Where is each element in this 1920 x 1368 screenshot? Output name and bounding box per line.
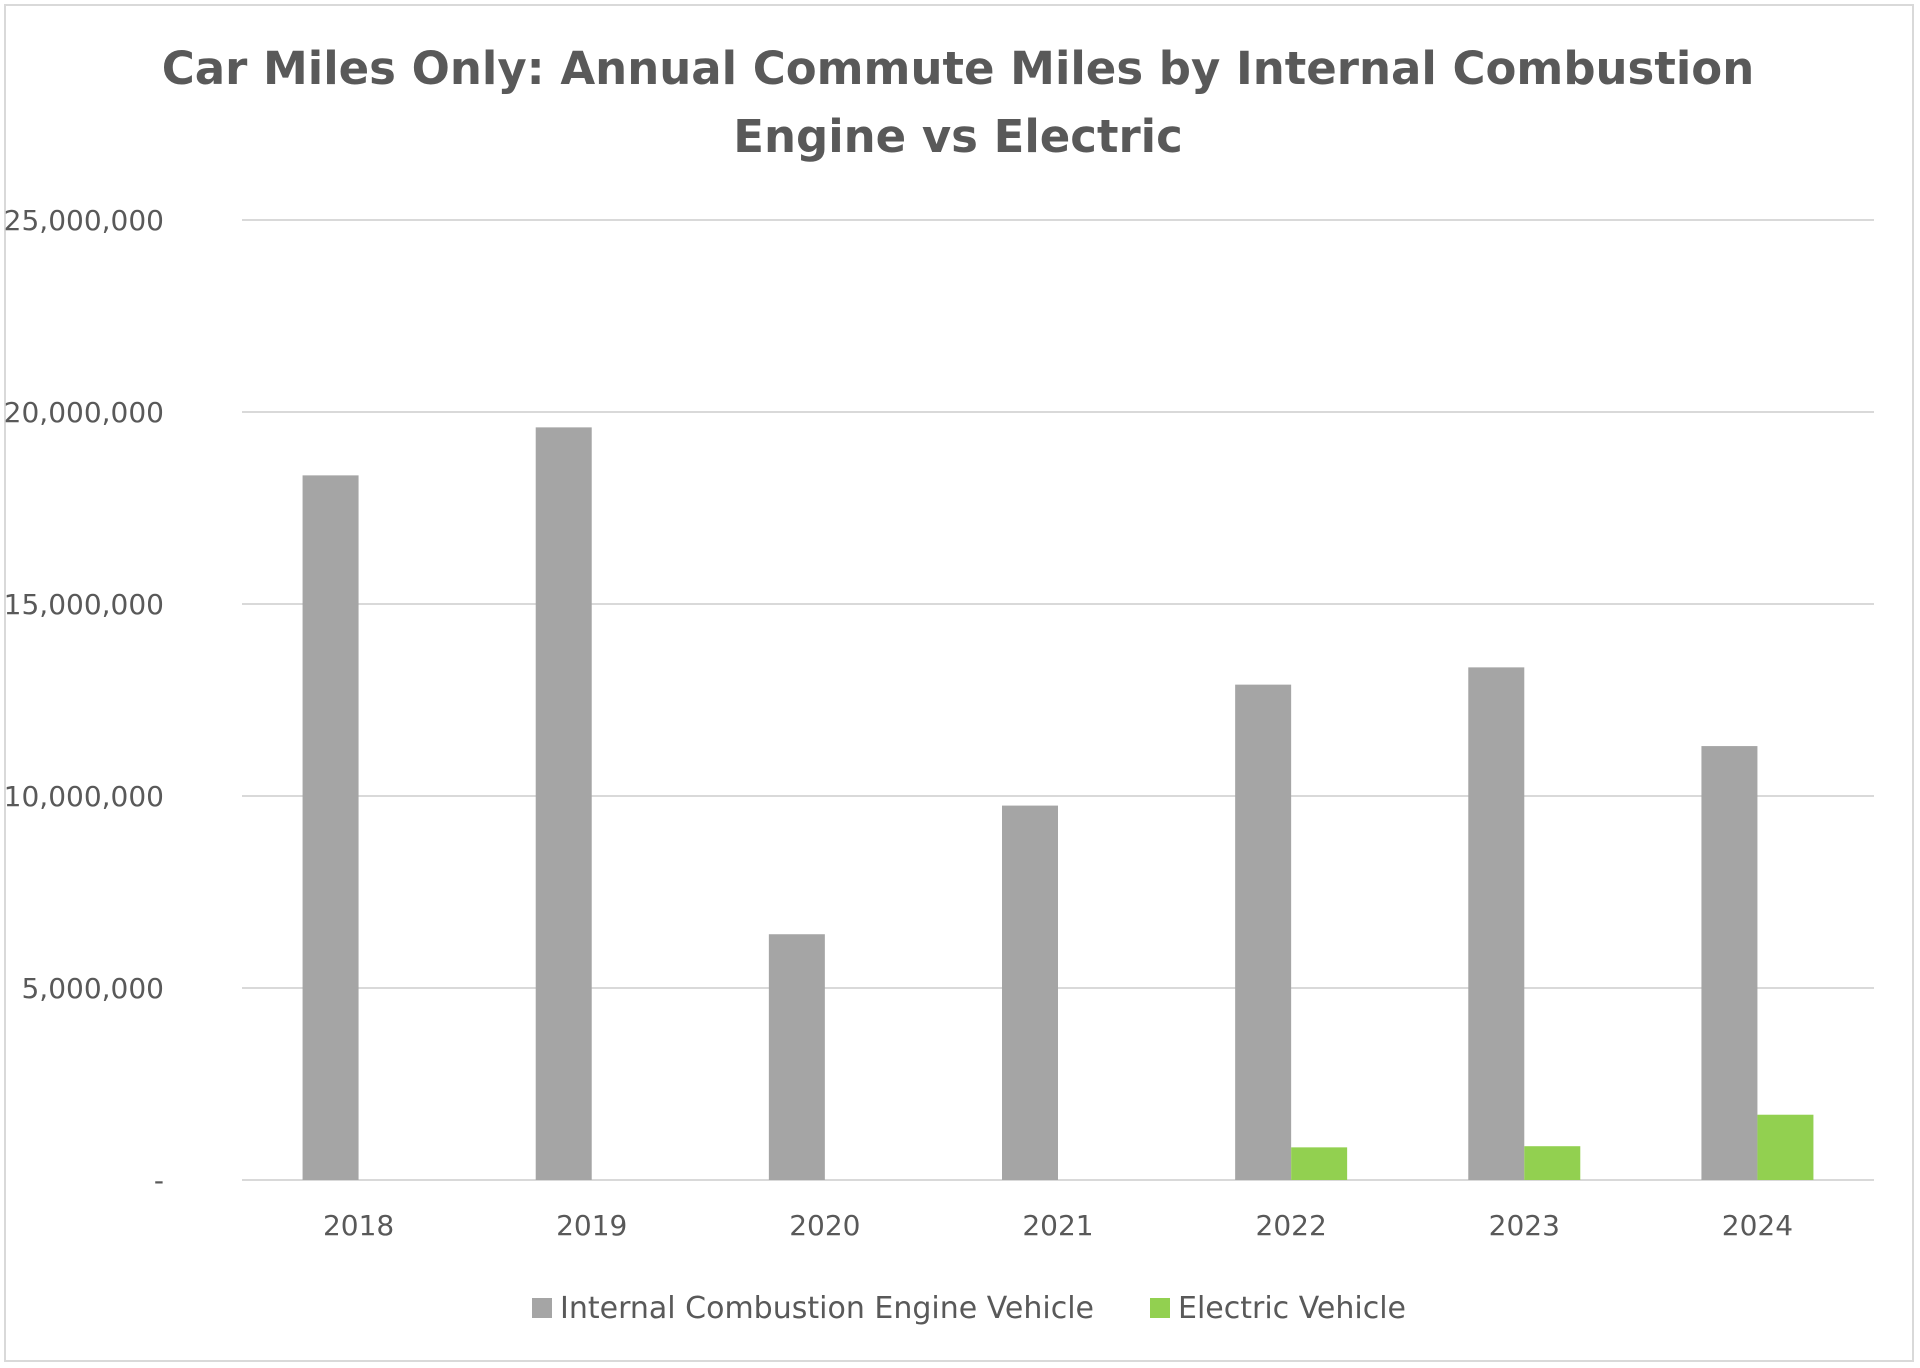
x-tick-label-2024: 2024 — [1722, 1209, 1793, 1242]
x-tick-label-2018: 2018 — [323, 1209, 394, 1242]
bar-ice-2021 — [1002, 805, 1058, 1180]
bar-ice-2020 — [768, 934, 825, 1180]
bar-ice-2022 — [1235, 684, 1292, 1180]
x-tick-label-2021: 2021 — [1022, 1209, 1093, 1242]
legend: Internal Combustion Engine Vehicle Electr… — [532, 1291, 1406, 1326]
gridlines — [242, 219, 1874, 1181]
x-tick-label-2020: 2020 — [789, 1209, 860, 1242]
legend-swatch-0 — [532, 1298, 552, 1318]
legend-label-0: Internal Combustion Engine Vehicle — [560, 1291, 1094, 1326]
bar-ev-2024 — [1757, 1114, 1814, 1180]
legend-label-1: Electric Vehicle — [1178, 1291, 1406, 1326]
x-tick-label-2022: 2022 — [1256, 1209, 1327, 1242]
legend-swatch-1 — [1150, 1298, 1170, 1318]
bar-ice-2018 — [302, 475, 359, 1180]
chart-title-line-1: Car Miles Only: Annual Commute Miles by … — [162, 42, 1754, 95]
bar-ice-2024 — [1701, 746, 1758, 1180]
y-tick-label-3: 15,000,000 — [4, 588, 164, 621]
x-axis-tick-labels: 2018 2019 2020 2021 2022 2023 2024 — [323, 1209, 1793, 1242]
chart-title-line-2: Engine vs Electric — [733, 110, 1183, 163]
y-tick-label-2: 10,000,000 — [4, 780, 164, 813]
x-tick-label-2023: 2023 — [1489, 1209, 1560, 1242]
bar-ice-2019 — [535, 427, 592, 1180]
y-tick-label-1: 5,000,000 — [21, 972, 164, 1005]
x-tick-label-2019: 2019 — [556, 1209, 627, 1242]
y-tick-label-5: 25,000,000 — [4, 204, 164, 237]
bar-ev-2023 — [1524, 1146, 1581, 1180]
bars — [302, 427, 1814, 1180]
y-tick-label-0: - — [154, 1164, 164, 1197]
y-tick-label-4: 20,000,000 — [4, 396, 164, 429]
bar-ice-2023 — [1468, 667, 1525, 1180]
y-axis-tick-labels: - 5,000,000 10,000,000 15,000,000 20,000,000… — [4, 204, 164, 1197]
bar-ev-2022 — [1291, 1147, 1348, 1180]
